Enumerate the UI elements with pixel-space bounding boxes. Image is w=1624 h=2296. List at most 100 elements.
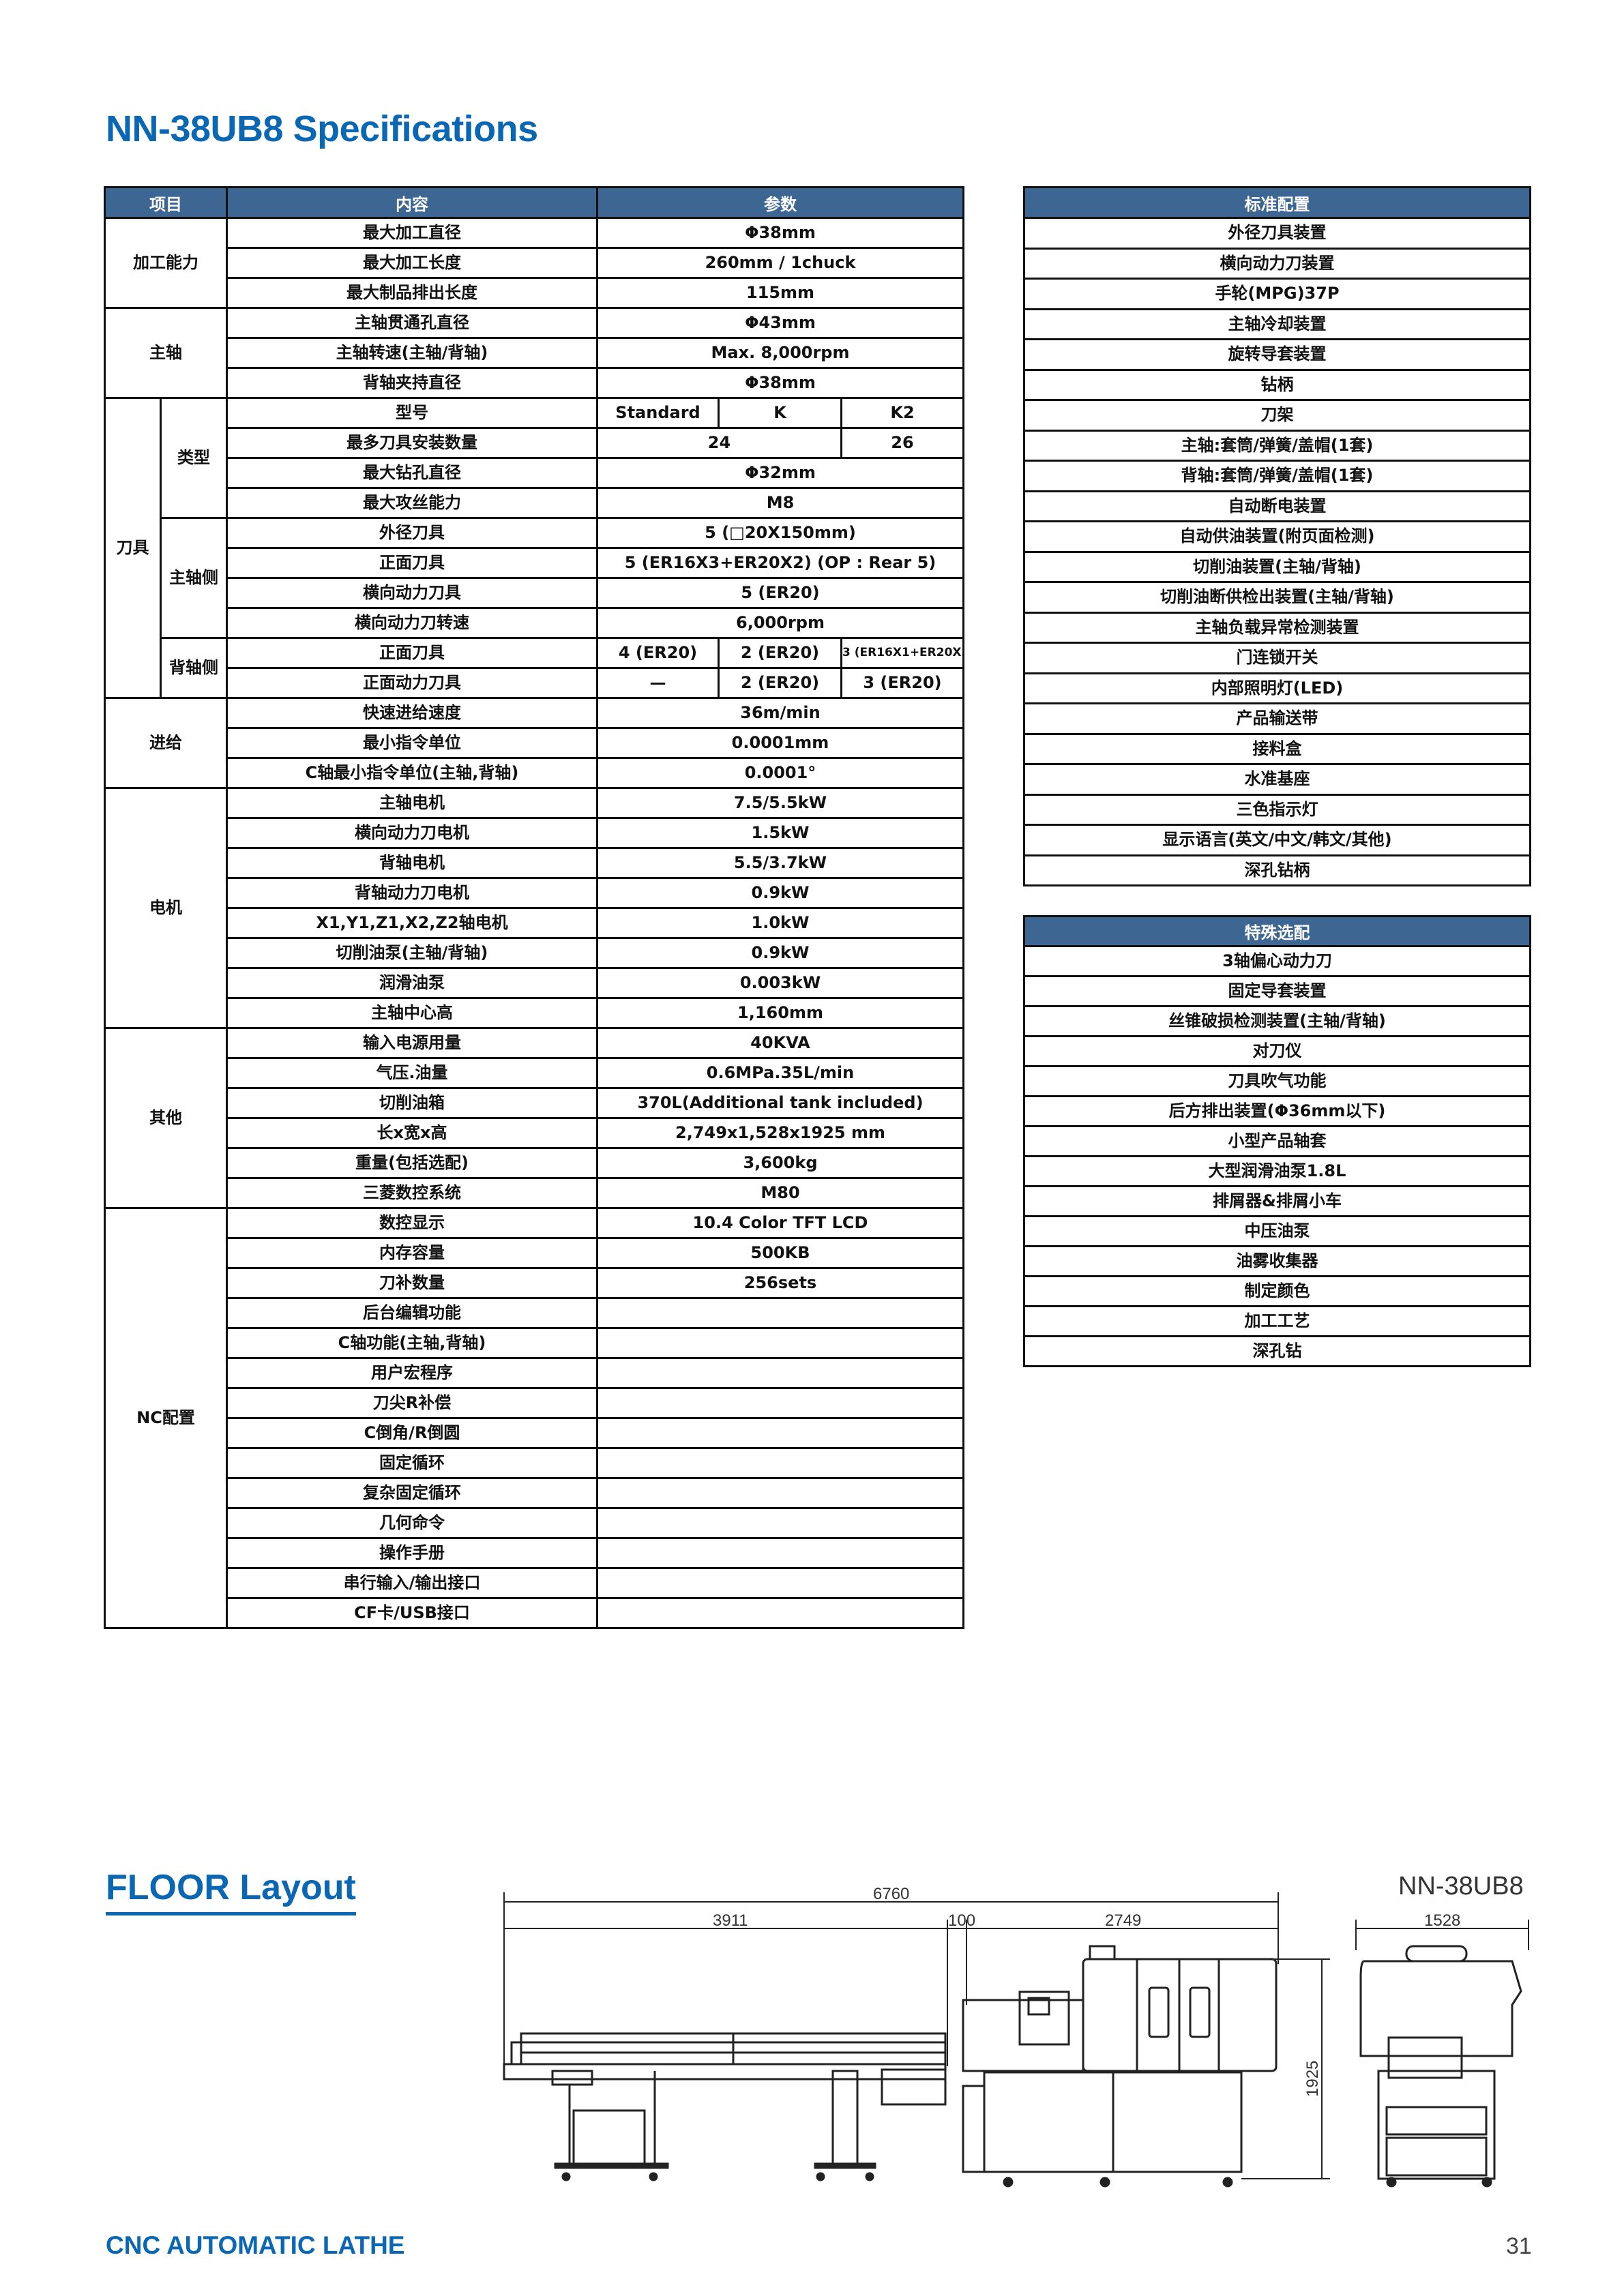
special-option-item: 深孔钻 [1023, 1335, 1531, 1367]
spec-row: 刀具 类型 型号 Standard K K2 [104, 397, 964, 699]
group-label: 进给 [104, 697, 228, 789]
spec-row: 电机 主轴电机 7.5/5.5kW [104, 787, 964, 1029]
list-row: 丝锥破损检测装置(主轴/背轴) [1023, 1005, 1531, 1037]
list-row: 切削油断供检出装置(主轴/背轴) [1023, 581, 1531, 614]
header-params: 参数 [596, 186, 964, 219]
spec-row: 操作手册 [105, 1537, 964, 1569]
list-row: 外径刀具装置 [1023, 217, 1531, 250]
spec-row: 后台编辑功能 [105, 1297, 964, 1329]
standard-config-item: 产品输送带 [1023, 702, 1531, 735]
list-row: 固定导套装置 [1023, 975, 1531, 1007]
standard-config-item: 主轴:套筒/弹簧/盖帽(1套) [1023, 429, 1531, 462]
spec-row: 背轴夹持直径 Φ38mm [105, 367, 964, 399]
spec-name: 主轴转速(主轴/背轴) [226, 337, 598, 369]
spec-name: 正面动力刀具 [226, 667, 598, 699]
spec-name: 主轴电机 [226, 787, 598, 819]
spec-name: 最大钻孔直径 [226, 457, 598, 489]
spec-row: 主轴转速(主轴/背轴) Max. 8,000rpm [105, 337, 964, 369]
spec-row: 正面动力刀具 —2 (ER20) 3 (ER20) [105, 667, 964, 699]
special-option-item: 排屑器&排屑小车 [1023, 1185, 1531, 1217]
standard-config-item: 显示语言(英文/中文/韩文/其他) [1023, 824, 1531, 856]
param-value: 3 (ER20) [840, 667, 964, 699]
param-value: 0.6MPa.35L/min [596, 1057, 964, 1089]
param-value: M80 [596, 1177, 964, 1209]
spec-name: CF卡/USB接口 [226, 1597, 598, 1629]
spec-row: 最小指令单位 0.0001mm [105, 727, 964, 759]
special-option-item: 中压油泵 [1023, 1215, 1531, 1247]
standard-config-item: 横向动力刀装置 [1023, 247, 1531, 280]
standard-config-item: 旋转导套装置 [1023, 338, 1531, 371]
spec-row: 背轴动力刀电机 0.9kW [105, 877, 964, 909]
subgroup-label: 主轴侧 [160, 517, 228, 639]
spec-row: 用户宏程序 [105, 1357, 964, 1389]
param-value: 10.4 Color TFT LCD [596, 1207, 964, 1239]
standard-config-item: 深孔钻柄 [1023, 854, 1531, 886]
page-number: 31 [1506, 2233, 1532, 2259]
list-row: 横向动力刀装置 [1023, 247, 1531, 280]
spec-name: 背轴夹持直径 [226, 367, 598, 399]
spec-row: 串行输入/输出接口 [105, 1567, 964, 1599]
param-value [596, 1417, 964, 1449]
param-value: 2 (ER20) [718, 667, 842, 699]
spec-name: 最大加工长度 [226, 247, 598, 279]
param-value [596, 1327, 964, 1359]
param-value: 0.9kW [596, 937, 964, 969]
spec-row: 刀尖R补偿 [105, 1387, 964, 1419]
standard-config-item: 主轴冷却装置 [1023, 308, 1531, 340]
list-row: 产品输送带 [1023, 702, 1531, 735]
spec-name: 三菱数控系统 [226, 1177, 598, 1209]
param-value: 5 (ER16X3+ER20X2) (OP : Rear 5) [596, 547, 964, 579]
spec-name: 几何命令 [226, 1507, 598, 1539]
spec-row: CF卡/USB接口 [105, 1597, 964, 1629]
subgroup-label: 背轴侧 [160, 637, 228, 699]
list-row: 内部照明灯(LED) [1023, 672, 1531, 704]
spec-row: NC配置 数控显示 10.4 Color TFT LCD [104, 1207, 964, 1629]
special-option-item: 固定导套装置 [1023, 975, 1531, 1007]
param-value: 26 [840, 427, 964, 459]
spec-name: 内存容量 [226, 1237, 598, 1269]
spec-row: 切削油泵(主轴/背轴) 0.9kW [105, 937, 964, 969]
param-value: 6,000rpm [596, 607, 964, 639]
spec-name: 复杂固定循环 [226, 1477, 598, 1509]
param-value: 2 (ER20) [718, 637, 842, 669]
spec-name: 最小指令单位 [226, 727, 598, 759]
standard-config-item: 内部照明灯(LED) [1023, 672, 1531, 704]
spec-name: 刀补数量 [226, 1267, 598, 1299]
list-row: 刀架 [1023, 399, 1531, 432]
standard-config-header: 标准配置 [1023, 186, 1531, 219]
param-value: 2,749x1,528x1925 mm [596, 1117, 964, 1149]
machine-side-drawing [1359, 1945, 1522, 2188]
list-row: 油雾收集器 [1023, 1245, 1531, 1277]
special-option-item: 3轴偏心动力刀 [1023, 945, 1531, 977]
spec-row: 固定循环 [105, 1447, 964, 1479]
param-value [596, 1387, 964, 1419]
spec-name: 后台编辑功能 [226, 1297, 598, 1329]
dim-machine-width: 1528 [1424, 1911, 1460, 1930]
param-value: 256sets [596, 1267, 964, 1299]
spec-row: 润滑油泵 0.003kW [105, 967, 964, 999]
param-value [596, 1597, 964, 1629]
spec-name: 切削油箱 [226, 1087, 598, 1119]
param-value [596, 1477, 964, 1509]
spec-row: 加工能力 最大加工直径 Φ38mm [104, 217, 964, 309]
spec-row: 重量(包括选配) 3,600kg [105, 1147, 964, 1179]
param-value: 370L(Additional tank included) [596, 1087, 964, 1119]
spec-name: 固定循环 [226, 1447, 598, 1479]
list-row: 3轴偏心动力刀 [1023, 945, 1531, 977]
special-option-item: 加工工艺 [1023, 1305, 1531, 1337]
param-value: M8 [596, 487, 964, 519]
param-value: K [718, 397, 842, 429]
spec-name: 外径刀具 [226, 517, 598, 549]
standard-config-item: 手轮(MPG)37P [1023, 278, 1531, 310]
param-value [596, 1447, 964, 1479]
param-value: 0.0001mm [596, 727, 964, 759]
spec-name: 主轴中心高 [226, 997, 598, 1029]
list-row: 自动断电装置 [1023, 490, 1531, 522]
param-value: 5 (□20X150mm) [596, 517, 964, 549]
spec-name: 最多刀具安装数量 [226, 427, 598, 459]
group-label: 其他 [104, 1027, 228, 1209]
list-row: 显示语言(英文/中文/韩文/其他) [1023, 824, 1531, 856]
special-option-item: 丝锥破损检测装置(主轴/背轴) [1023, 1005, 1531, 1037]
spec-name: X1,Y1,Z1,X2,Z2轴电机 [226, 907, 598, 939]
subgroup-label: 类型 [160, 397, 228, 519]
